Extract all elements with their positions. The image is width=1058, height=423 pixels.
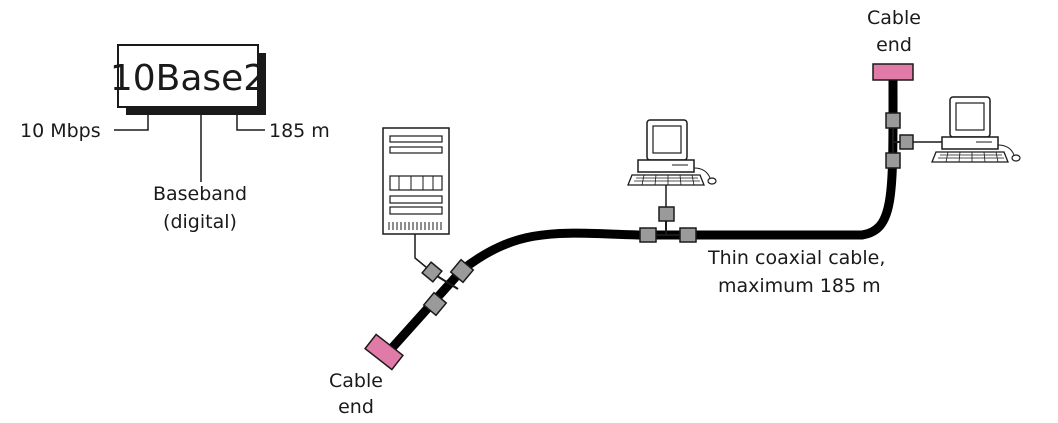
signal-label-line1: Baseband [153, 183, 247, 205]
cable-end-right-label-line1: Cable [867, 7, 921, 29]
title-box [117, 44, 259, 108]
coaxial-cable [387, 73, 898, 353]
computer-right-icon [931, 96, 1021, 163]
cable-end-left-label-line1: Cable [329, 370, 383, 392]
length-leader-line [236, 107, 265, 131]
computer-middle-icon [627, 119, 717, 186]
speed-leader-line [114, 107, 149, 131]
speed-label: 10 Mbps [20, 120, 101, 142]
cable-label-line2: maximum 185 m [718, 275, 881, 297]
standard-name: 10Base2 [110, 58, 266, 99]
standard-label-group: 10Base2 10 Mbps 185 m Baseband (digital) [20, 44, 330, 233]
signal-label-line2: (digital) [163, 211, 237, 233]
computer-middle-t-connector [639, 206, 697, 243]
cable-end-right-label-line2: end [876, 34, 912, 56]
cable-end-left-terminator [364, 333, 404, 371]
cable-label-line1: Thin coaxial cable, [707, 247, 885, 269]
server-t-connector [421, 258, 475, 317]
server-icon [382, 127, 450, 235]
length-label: 185 m [269, 120, 330, 142]
cable-end-left-label-line2: end [338, 396, 374, 418]
computer-right-t-connector [885, 112, 914, 169]
cable-end-right-terminator [872, 63, 914, 81]
